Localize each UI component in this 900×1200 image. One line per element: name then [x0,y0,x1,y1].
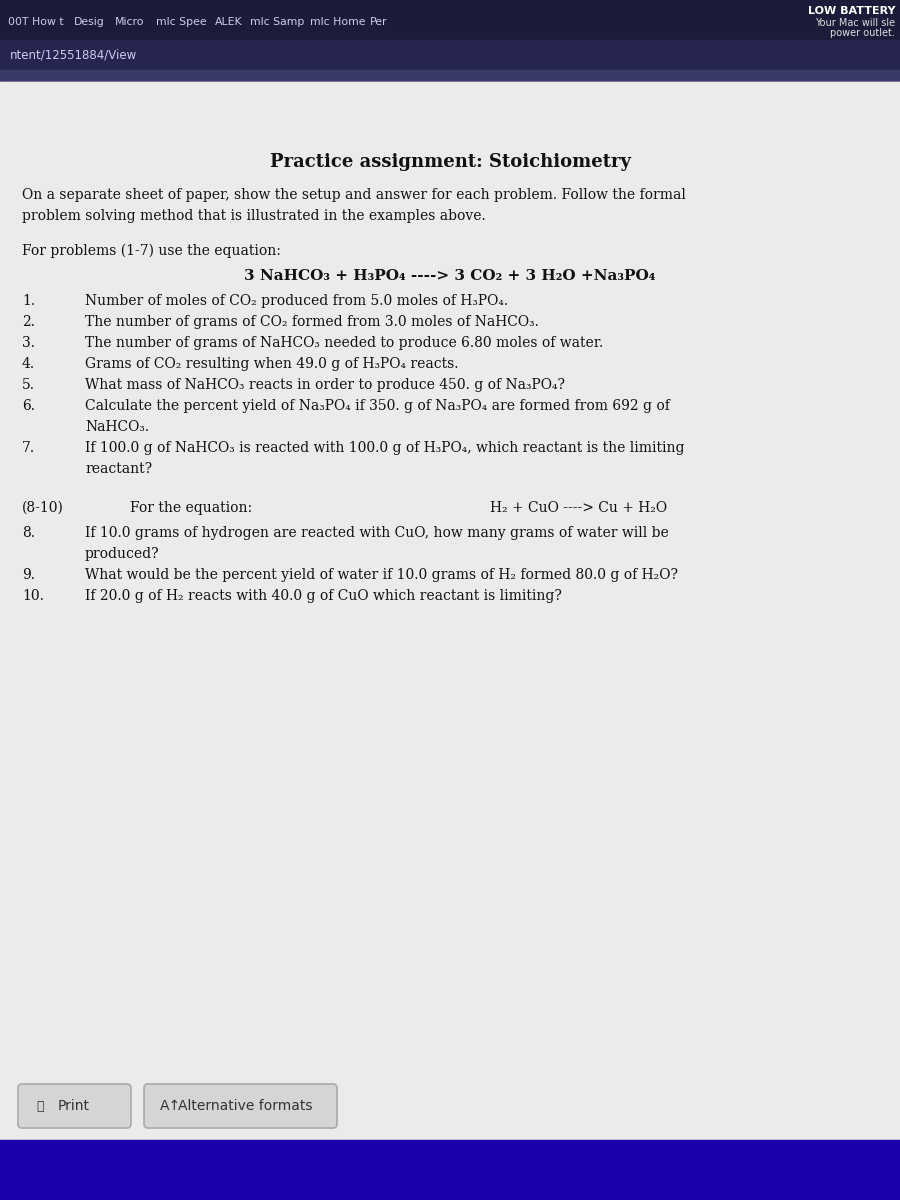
Bar [0,82,900,1140]
Text: 9.: 9. [22,568,35,582]
Text: produced?: produced? [85,547,159,560]
Text: 7.: 7. [22,440,35,455]
Text: What mass of NaHCO₃ reacts in order to produce 450. g of Na₃PO₄?: What mass of NaHCO₃ reacts in order to p… [85,378,565,392]
Text: Calculate the percent yield of Na₃PO₄ if 350. g of Na₃PO₄ are formed from 692 g : Calculate the percent yield of Na₃PO₄ if… [85,398,670,413]
Text: A↑: A↑ [160,1099,181,1114]
Text: NaHCO₃.: NaHCO₃. [85,420,149,434]
Text: 4.: 4. [22,358,35,371]
Text: problem solving method that is illustrated in the examples above.: problem solving method that is illustrat… [22,209,486,223]
Text: mlc Spee: mlc Spee [156,17,206,26]
Text: 3.: 3. [22,336,35,350]
Text: Practice assignment: Stoichiometry: Practice assignment: Stoichiometry [269,152,631,170]
Text: On a separate sheet of paper, show the setup and answer for each problem. Follow: On a separate sheet of paper, show the s… [22,188,686,202]
Bar [0,1140,900,1200]
Text: The number of grams of CO₂ formed from 3.0 moles of NaHCO₃.: The number of grams of CO₂ formed from 3… [85,314,539,329]
Bar [0,0,900,40]
Text: ntent/12551884/View: ntent/12551884/View [10,48,137,61]
Text: 10.: 10. [22,589,44,602]
Text: Your Mac will sle: Your Mac will sle [814,18,895,28]
Text: 1.: 1. [22,294,35,308]
Text: Desig: Desig [74,17,104,26]
Text: ALEK: ALEK [215,17,243,26]
Text: What would be the percent yield of water if 10.0 grams of H₂ formed 80.0 g of H₂: What would be the percent yield of water… [85,568,678,582]
FancyBboxPatch shape [18,1084,131,1128]
Text: 6.: 6. [22,398,35,413]
Text: 5.: 5. [22,378,35,392]
Text: 00T How t: 00T How t [8,17,64,26]
Text: The number of grams of NaHCO₃ needed to produce 6.80 moles of water.: The number of grams of NaHCO₃ needed to … [85,336,603,350]
Text: For the equation:: For the equation: [130,502,252,515]
Text: Alternative formats: Alternative formats [178,1099,312,1114]
Text: Number of moles of CO₂ produced from 5.0 moles of H₃PO₄.: Number of moles of CO₂ produced from 5.0… [85,294,508,308]
Bar [0,82,900,1140]
Text: 8.: 8. [22,526,35,540]
Text: If 100.0 g of NaHCO₃ is reacted with 100.0 g of H₃PO₄, which reactant is the lim: If 100.0 g of NaHCO₃ is reacted with 100… [85,440,685,455]
Text: If 10.0 grams of hydrogen are reacted with CuO, how many grams of water will be: If 10.0 grams of hydrogen are reacted wi… [85,526,669,540]
FancyBboxPatch shape [144,1084,337,1128]
Text: LOW BATTERY: LOW BATTERY [807,6,895,16]
Text: mlc Samp: mlc Samp [250,17,304,26]
Bar [0,40,900,70]
Text: For problems (1-7) use the equation:: For problems (1-7) use the equation: [22,244,281,258]
Text: 3 NaHCO₃ + H₃PO₄ ----> 3 CO₂ + 3 H₂O +Na₃PO₄: 3 NaHCO₃ + H₃PO₄ ----> 3 CO₂ + 3 H₂O +Na… [244,269,656,283]
Text: If 20.0 g of H₂ reacts with 40.0 g of CuO which reactant is limiting?: If 20.0 g of H₂ reacts with 40.0 g of Cu… [85,589,562,602]
Text: 🖨: 🖨 [36,1099,43,1112]
Text: Micro: Micro [115,17,144,26]
Text: mlc Home: mlc Home [310,17,365,26]
Text: reactant?: reactant? [85,462,152,476]
Bar [0,70,900,82]
Text: (8-10): (8-10) [22,502,64,515]
Text: H₂ + CuO ----> Cu + H₂O: H₂ + CuO ----> Cu + H₂O [490,502,667,515]
Text: Per: Per [369,17,387,26]
Text: 2.: 2. [22,314,35,329]
Text: Grams of CO₂ resulting when 49.0 g of H₃PO₄ reacts.: Grams of CO₂ resulting when 49.0 g of H₃… [85,358,458,371]
Text: Print: Print [58,1099,90,1114]
Text: power outlet.: power outlet. [830,28,895,38]
